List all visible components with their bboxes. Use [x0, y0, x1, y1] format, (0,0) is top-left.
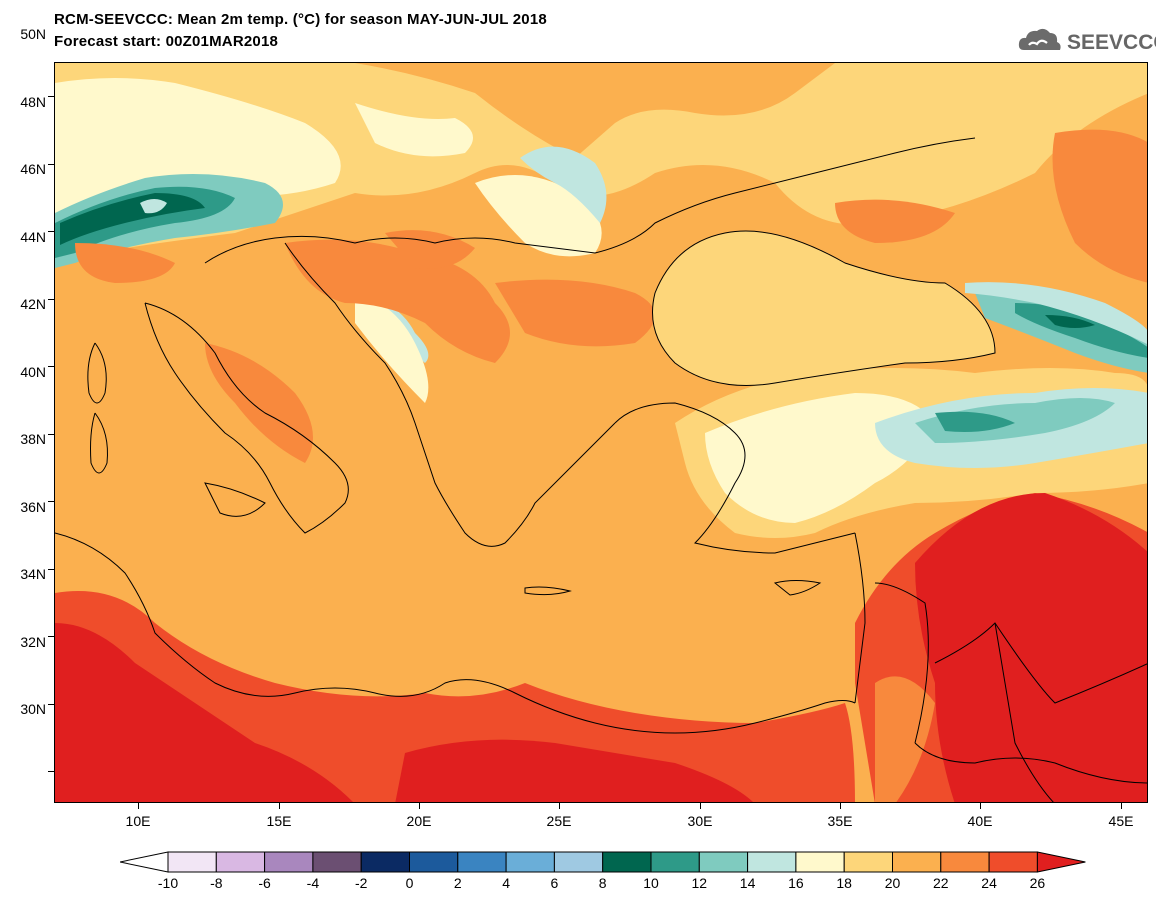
lat-tick	[48, 771, 54, 772]
lat-label-38n: 38N	[20, 431, 46, 447]
colorbar-label: 0	[405, 875, 414, 891]
colorbar-box	[650, 851, 700, 873]
lat-label-46n: 46N	[20, 161, 46, 177]
map-title: RCM-SEEVCCC: Mean 2m temp. (°C) for seas…	[54, 11, 547, 28]
lat-tick	[48, 501, 54, 502]
temperature-band-16-18-alps	[55, 78, 341, 213]
temperature-colorbar	[120, 851, 1086, 873]
colorbar-label: -8	[210, 875, 223, 891]
lon-tick	[1121, 803, 1122, 809]
colorbar-box	[795, 851, 845, 873]
colorbar-label: 2	[453, 875, 462, 891]
colorbar-box	[167, 851, 217, 873]
lat-label-36n: 36N	[20, 499, 46, 515]
lon-label-30e: 30E	[687, 813, 713, 829]
coastlines-and-borders	[55, 137, 1147, 802]
colorbar-label: -2	[354, 875, 368, 891]
temperature-band-16-18-carpathians	[475, 175, 602, 257]
lat-tick	[48, 96, 54, 97]
lon-tick	[138, 803, 139, 809]
colorbar-box	[553, 851, 604, 873]
colorbar-label: 6	[550, 875, 559, 891]
temperature-band-10-12-alps	[60, 193, 205, 245]
lon-label-20e: 20E	[406, 813, 432, 829]
lat-tick	[48, 704, 54, 705]
colorbar-label: 14	[739, 875, 756, 891]
colorbar-box	[505, 851, 555, 873]
colorbar-label: 20	[884, 875, 901, 891]
colorbar-box	[747, 851, 797, 873]
temperature-band-over-26-arabia	[915, 493, 1147, 802]
lat-tick	[48, 636, 54, 637]
colorbar-box	[264, 851, 314, 873]
temperature-band-22-24-east	[1052, 129, 1147, 283]
colorbar-box	[892, 851, 942, 873]
colorbar-box	[843, 851, 894, 873]
colorbar-box	[698, 851, 749, 873]
lat-tick	[48, 434, 54, 435]
colorbar-over-triangle	[1036, 851, 1086, 873]
lat-label-40n: 40N	[20, 364, 46, 380]
colorbar-box	[312, 851, 362, 873]
colorbar-box	[409, 851, 459, 873]
logo-text: SEEVCCC	[1067, 31, 1156, 54]
lat-label-50n: 50N	[20, 26, 46, 42]
colorbar-box	[360, 851, 410, 873]
lat-tick	[48, 231, 54, 232]
lon-label-15e: 15E	[266, 813, 292, 829]
lat-label-30n: 30N	[20, 701, 46, 717]
lat-tick	[48, 164, 54, 165]
colorbar-box	[215, 851, 266, 873]
cloud-icon: SEEVCCC	[1018, 28, 1165, 54]
colorbar-label: 10	[643, 875, 659, 891]
lat-tick	[48, 569, 54, 570]
colorbar-box	[940, 851, 990, 873]
colorbar-label: 8	[598, 875, 607, 891]
colorbar-label: 26	[1029, 875, 1046, 891]
forecast-start-label: Forecast start: 00Z01MAR2018	[54, 33, 279, 50]
temperature-map	[54, 62, 1148, 803]
lat-label-32n: 32N	[20, 634, 46, 650]
lon-tick	[419, 803, 420, 809]
lat-tick	[48, 299, 54, 300]
temperature-band-over-26-sahara	[55, 623, 353, 802]
lon-label-35e: 35E	[827, 813, 853, 829]
colorbar-box	[457, 851, 507, 873]
colorbar-label: 16	[788, 875, 804, 891]
colorbar-label: 4	[502, 875, 510, 891]
lat-label-42n: 42N	[20, 296, 46, 312]
colorbar-label: 24	[981, 875, 997, 891]
lon-label-40e: 40E	[967, 813, 993, 829]
lon-tick	[840, 803, 841, 809]
lat-label-44n: 44N	[20, 229, 46, 245]
lon-label-45e: 45E	[1108, 813, 1134, 829]
colorbar-box	[602, 851, 652, 873]
colorbar-under-triangle	[120, 851, 169, 873]
lon-tick	[279, 803, 280, 809]
colorbar-box	[988, 851, 1038, 873]
lat-tick	[48, 366, 54, 367]
lon-tick	[980, 803, 981, 809]
colorbar-label: 18	[836, 875, 852, 891]
black-sea-region	[652, 231, 995, 386]
lon-tick	[559, 803, 560, 809]
colorbar-label: 12	[691, 875, 708, 891]
seevccc-logo: SEEVCCC	[1016, 22, 1165, 56]
map-field	[55, 63, 1147, 802]
lon-label-10e: 10E	[125, 813, 151, 829]
lon-label-25e: 25E	[546, 813, 572, 829]
lat-label-34n: 34N	[20, 566, 46, 582]
lon-tick	[700, 803, 701, 809]
colorbar-label: 22	[933, 875, 949, 891]
colorbar-label: -10	[157, 875, 179, 891]
temperature-band-22-24-balkans	[285, 239, 510, 363]
colorbar-label: -6	[258, 875, 271, 891]
colorbar-label: -4	[306, 875, 320, 891]
lat-label-48n: 48N	[20, 94, 46, 110]
